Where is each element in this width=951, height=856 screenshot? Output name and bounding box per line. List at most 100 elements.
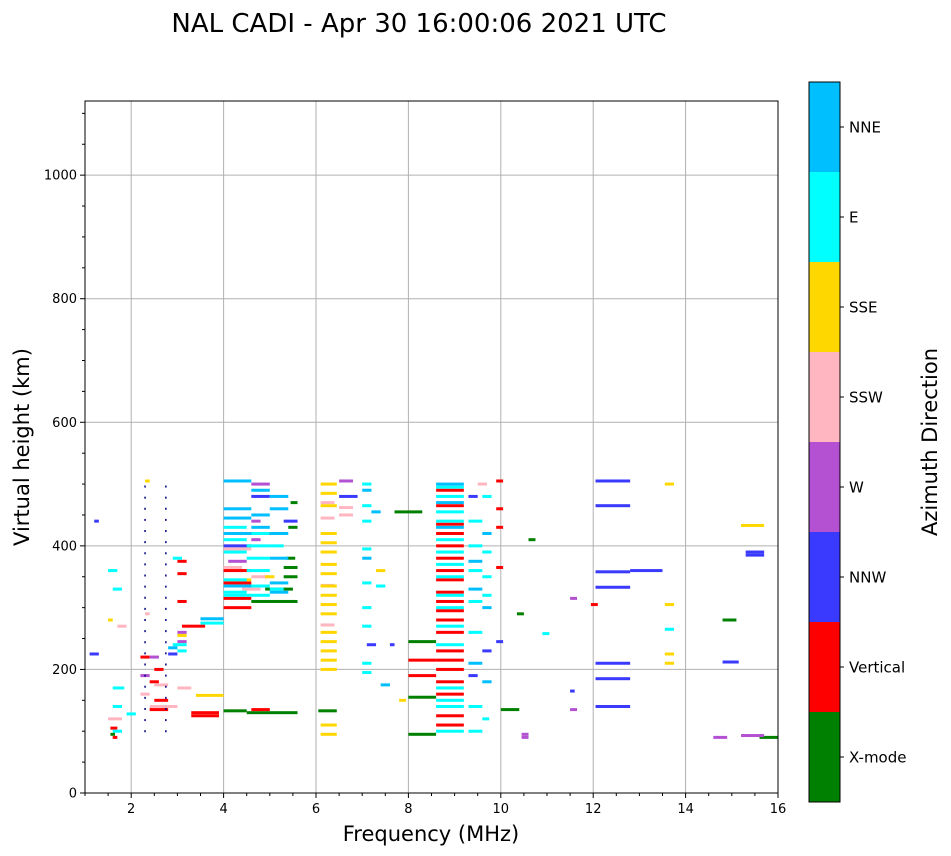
echo-mark xyxy=(149,680,159,684)
x-axis-label: Frequency (MHz) xyxy=(343,822,519,846)
echo-mark xyxy=(223,581,252,585)
echo-mark xyxy=(436,618,464,622)
x-tick-label: 8 xyxy=(404,802,412,817)
echo-mark xyxy=(246,584,270,588)
echo-mark xyxy=(630,569,663,573)
echo-mark xyxy=(246,532,270,535)
echo-mark xyxy=(320,504,337,508)
colorbar-tick-label: NNW xyxy=(849,569,886,587)
echo-mark xyxy=(362,624,372,628)
echo-mark xyxy=(516,612,524,616)
echo-mark xyxy=(320,584,337,588)
echo-mark xyxy=(436,575,464,579)
echo-mark xyxy=(320,516,335,520)
echo-mark xyxy=(108,618,113,622)
echo-mark xyxy=(521,732,529,736)
echo-mark xyxy=(468,569,483,573)
echo-mark xyxy=(246,556,270,560)
echo-mark xyxy=(269,532,289,535)
echo-mark xyxy=(269,581,289,585)
dot-mark xyxy=(144,730,146,733)
y-tick-label: 600 xyxy=(52,416,77,431)
echo-mark xyxy=(108,569,118,573)
echo-mark xyxy=(223,507,252,511)
x-tick-label: 12 xyxy=(585,802,602,817)
echo-mark xyxy=(223,593,247,597)
echo-mark xyxy=(251,482,270,486)
echo-mark xyxy=(110,732,116,736)
echo-mark xyxy=(468,599,483,603)
echo-mark xyxy=(283,565,298,569)
dot-mark xyxy=(165,585,167,588)
echo-mark xyxy=(112,729,122,733)
echo-mark xyxy=(436,550,464,554)
dot-mark xyxy=(165,719,167,722)
colorbar-swatch xyxy=(809,82,840,172)
echo-mark xyxy=(251,519,261,523)
echo-mark xyxy=(145,479,150,483)
dot-mark xyxy=(144,607,146,610)
echo-mark xyxy=(223,590,247,594)
dot-mark xyxy=(144,518,146,521)
echo-mark xyxy=(320,532,337,535)
colorbar-label: Azimuth Direction xyxy=(918,348,942,536)
y-tick-label: 400 xyxy=(52,539,77,554)
dot-mark xyxy=(144,574,146,577)
echo-mark xyxy=(223,578,247,582)
dot-mark xyxy=(165,574,167,577)
echo-mark xyxy=(320,550,337,554)
echo-mark xyxy=(246,544,270,548)
echo-mark xyxy=(399,698,407,702)
colorbar-swatch xyxy=(809,622,840,712)
dot-mark xyxy=(144,630,146,633)
echo-mark xyxy=(436,569,464,573)
echo-mark xyxy=(436,522,464,526)
dot-mark xyxy=(165,507,167,510)
echo-mark xyxy=(482,606,492,610)
echo-mark xyxy=(320,630,337,634)
echo-mark xyxy=(149,708,169,712)
echo-mark xyxy=(468,661,483,665)
echo-mark xyxy=(436,723,464,727)
y-axis-label: Virtual height (km) xyxy=(10,348,34,546)
echo-mark xyxy=(664,661,675,665)
echo-mark xyxy=(595,705,631,708)
echo-mark xyxy=(191,711,219,715)
echo-mark xyxy=(112,735,118,739)
echo-mark xyxy=(436,593,464,597)
echo-mark xyxy=(595,570,631,574)
dot-mark xyxy=(165,541,167,544)
echo-mark xyxy=(496,479,504,483)
echo-mark xyxy=(223,544,252,548)
colorbar-tick-label: X-mode xyxy=(849,749,906,767)
echo-mark xyxy=(436,556,464,560)
echo-mark xyxy=(376,569,386,573)
dot-mark xyxy=(165,707,167,710)
echo-mark xyxy=(223,584,252,588)
echo-mark xyxy=(436,562,464,566)
colorbar-frame xyxy=(808,81,841,803)
dot-mark xyxy=(144,641,146,644)
echo-mark xyxy=(362,488,372,492)
echo-mark xyxy=(436,532,464,535)
dot-mark xyxy=(165,652,167,655)
echo-mark xyxy=(285,556,296,560)
echo-mark xyxy=(117,624,127,628)
echo-mark xyxy=(145,612,150,616)
dot-mark xyxy=(144,663,146,666)
echo-mark xyxy=(251,538,261,542)
colorbar-tick-label: Vertical xyxy=(849,659,905,677)
echo-mark xyxy=(149,655,159,659)
dot-mark xyxy=(144,674,146,677)
echo-mark xyxy=(362,547,372,551)
echo-mark xyxy=(265,575,275,579)
echo-mark xyxy=(251,708,270,712)
echo-mark xyxy=(320,658,337,662)
echo-mark xyxy=(436,504,464,508)
echo-mark xyxy=(477,482,487,486)
echo-mark xyxy=(269,544,284,548)
x-tick-label: 4 xyxy=(219,802,227,817)
echo-mark xyxy=(482,575,492,579)
colorbar-tick-label: E xyxy=(849,209,858,227)
series-e xyxy=(108,482,675,733)
